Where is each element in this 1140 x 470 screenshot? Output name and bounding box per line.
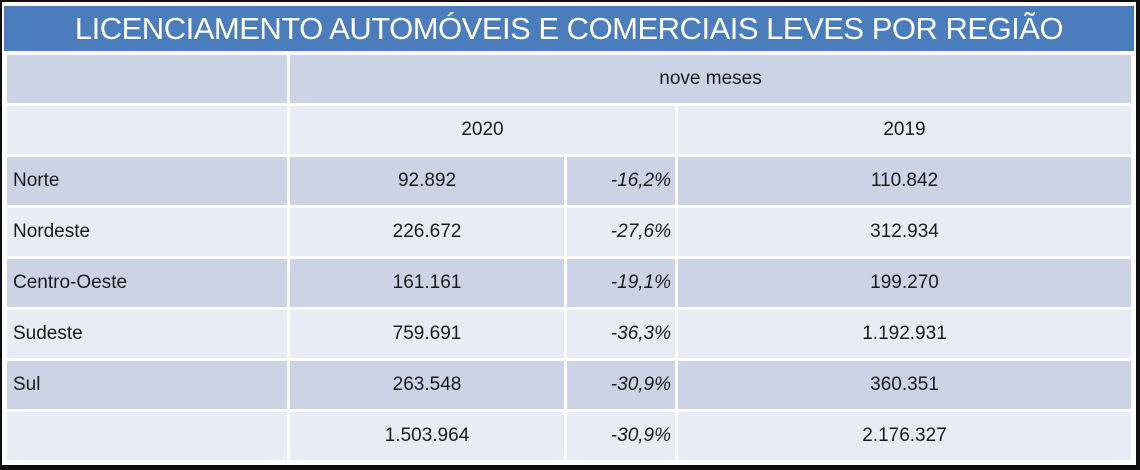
value-2020-cell: 759.691 — [290, 310, 564, 358]
region-cell: Sudeste — [7, 310, 287, 358]
value-2020-cell: 161.161 — [290, 259, 564, 307]
table-row-norte: Norte 92.892 -16,2% 110.842 — [7, 157, 1131, 205]
region-cell — [7, 412, 287, 460]
value-2019-cell: 1.192.931 — [678, 310, 1131, 358]
table-row-centro-oeste: Centro-Oeste 161.161 -19,1% 199.270 — [7, 259, 1131, 307]
table-row-sul: Sul 263.548 -30,9% 360.351 — [7, 361, 1131, 409]
table-row-sudeste: Sudeste 759.691 -36,3% 1.192.931 — [7, 310, 1131, 358]
value-2020-cell: 92.892 — [290, 157, 564, 205]
value-2019-cell: 199.270 — [678, 259, 1131, 307]
year-row-empty-cell — [7, 106, 287, 154]
value-2019-cell: 110.842 — [678, 157, 1131, 205]
value-2019-cell: 2.176.327 — [678, 412, 1131, 460]
page-title: LICENCIAMENTO AUTOMÓVEIS E COMERCIAIS LE… — [74, 10, 1064, 46]
pct-change-cell: -19,1% — [567, 259, 675, 307]
period-header-row: nove meses — [7, 55, 1131, 103]
region-cell: Nordeste — [7, 208, 287, 256]
pct-change-cell: -30,9% — [567, 361, 675, 409]
value-2020-cell: 1.503.964 — [290, 412, 564, 460]
title-bar: LICENCIAMENTO AUTOMÓVEIS E COMERCIAIS LE… — [4, 6, 1134, 51]
period-header-cell: nove meses — [290, 55, 1131, 103]
pct-change-cell: -27,6% — [567, 208, 675, 256]
value-2019-cell: 312.934 — [678, 208, 1131, 256]
region-cell: Norte — [7, 157, 287, 205]
pct-change-cell: -36,3% — [567, 310, 675, 358]
licensing-table: nove meses 2020 2019 Norte 92.892 -16,2%… — [4, 52, 1134, 463]
value-2020-cell: 263.548 — [290, 361, 564, 409]
year-2020-header: 2020 — [290, 106, 675, 154]
region-cell: Sul — [7, 361, 287, 409]
table-row-total: 1.503.964 -30,9% 2.176.327 — [7, 412, 1131, 460]
table-row-nordeste: Nordeste 226.672 -27,6% 312.934 — [7, 208, 1131, 256]
year-header-row: 2020 2019 — [7, 106, 1131, 154]
pct-change-cell: -30,9% — [567, 412, 675, 460]
region-cell: Centro-Oeste — [7, 259, 287, 307]
value-2020-cell: 226.672 — [290, 208, 564, 256]
value-2019-cell: 360.351 — [678, 361, 1131, 409]
year-2019-header: 2019 — [678, 106, 1131, 154]
pct-change-cell: -16,2% — [567, 157, 675, 205]
period-row-empty-cell — [7, 55, 287, 103]
